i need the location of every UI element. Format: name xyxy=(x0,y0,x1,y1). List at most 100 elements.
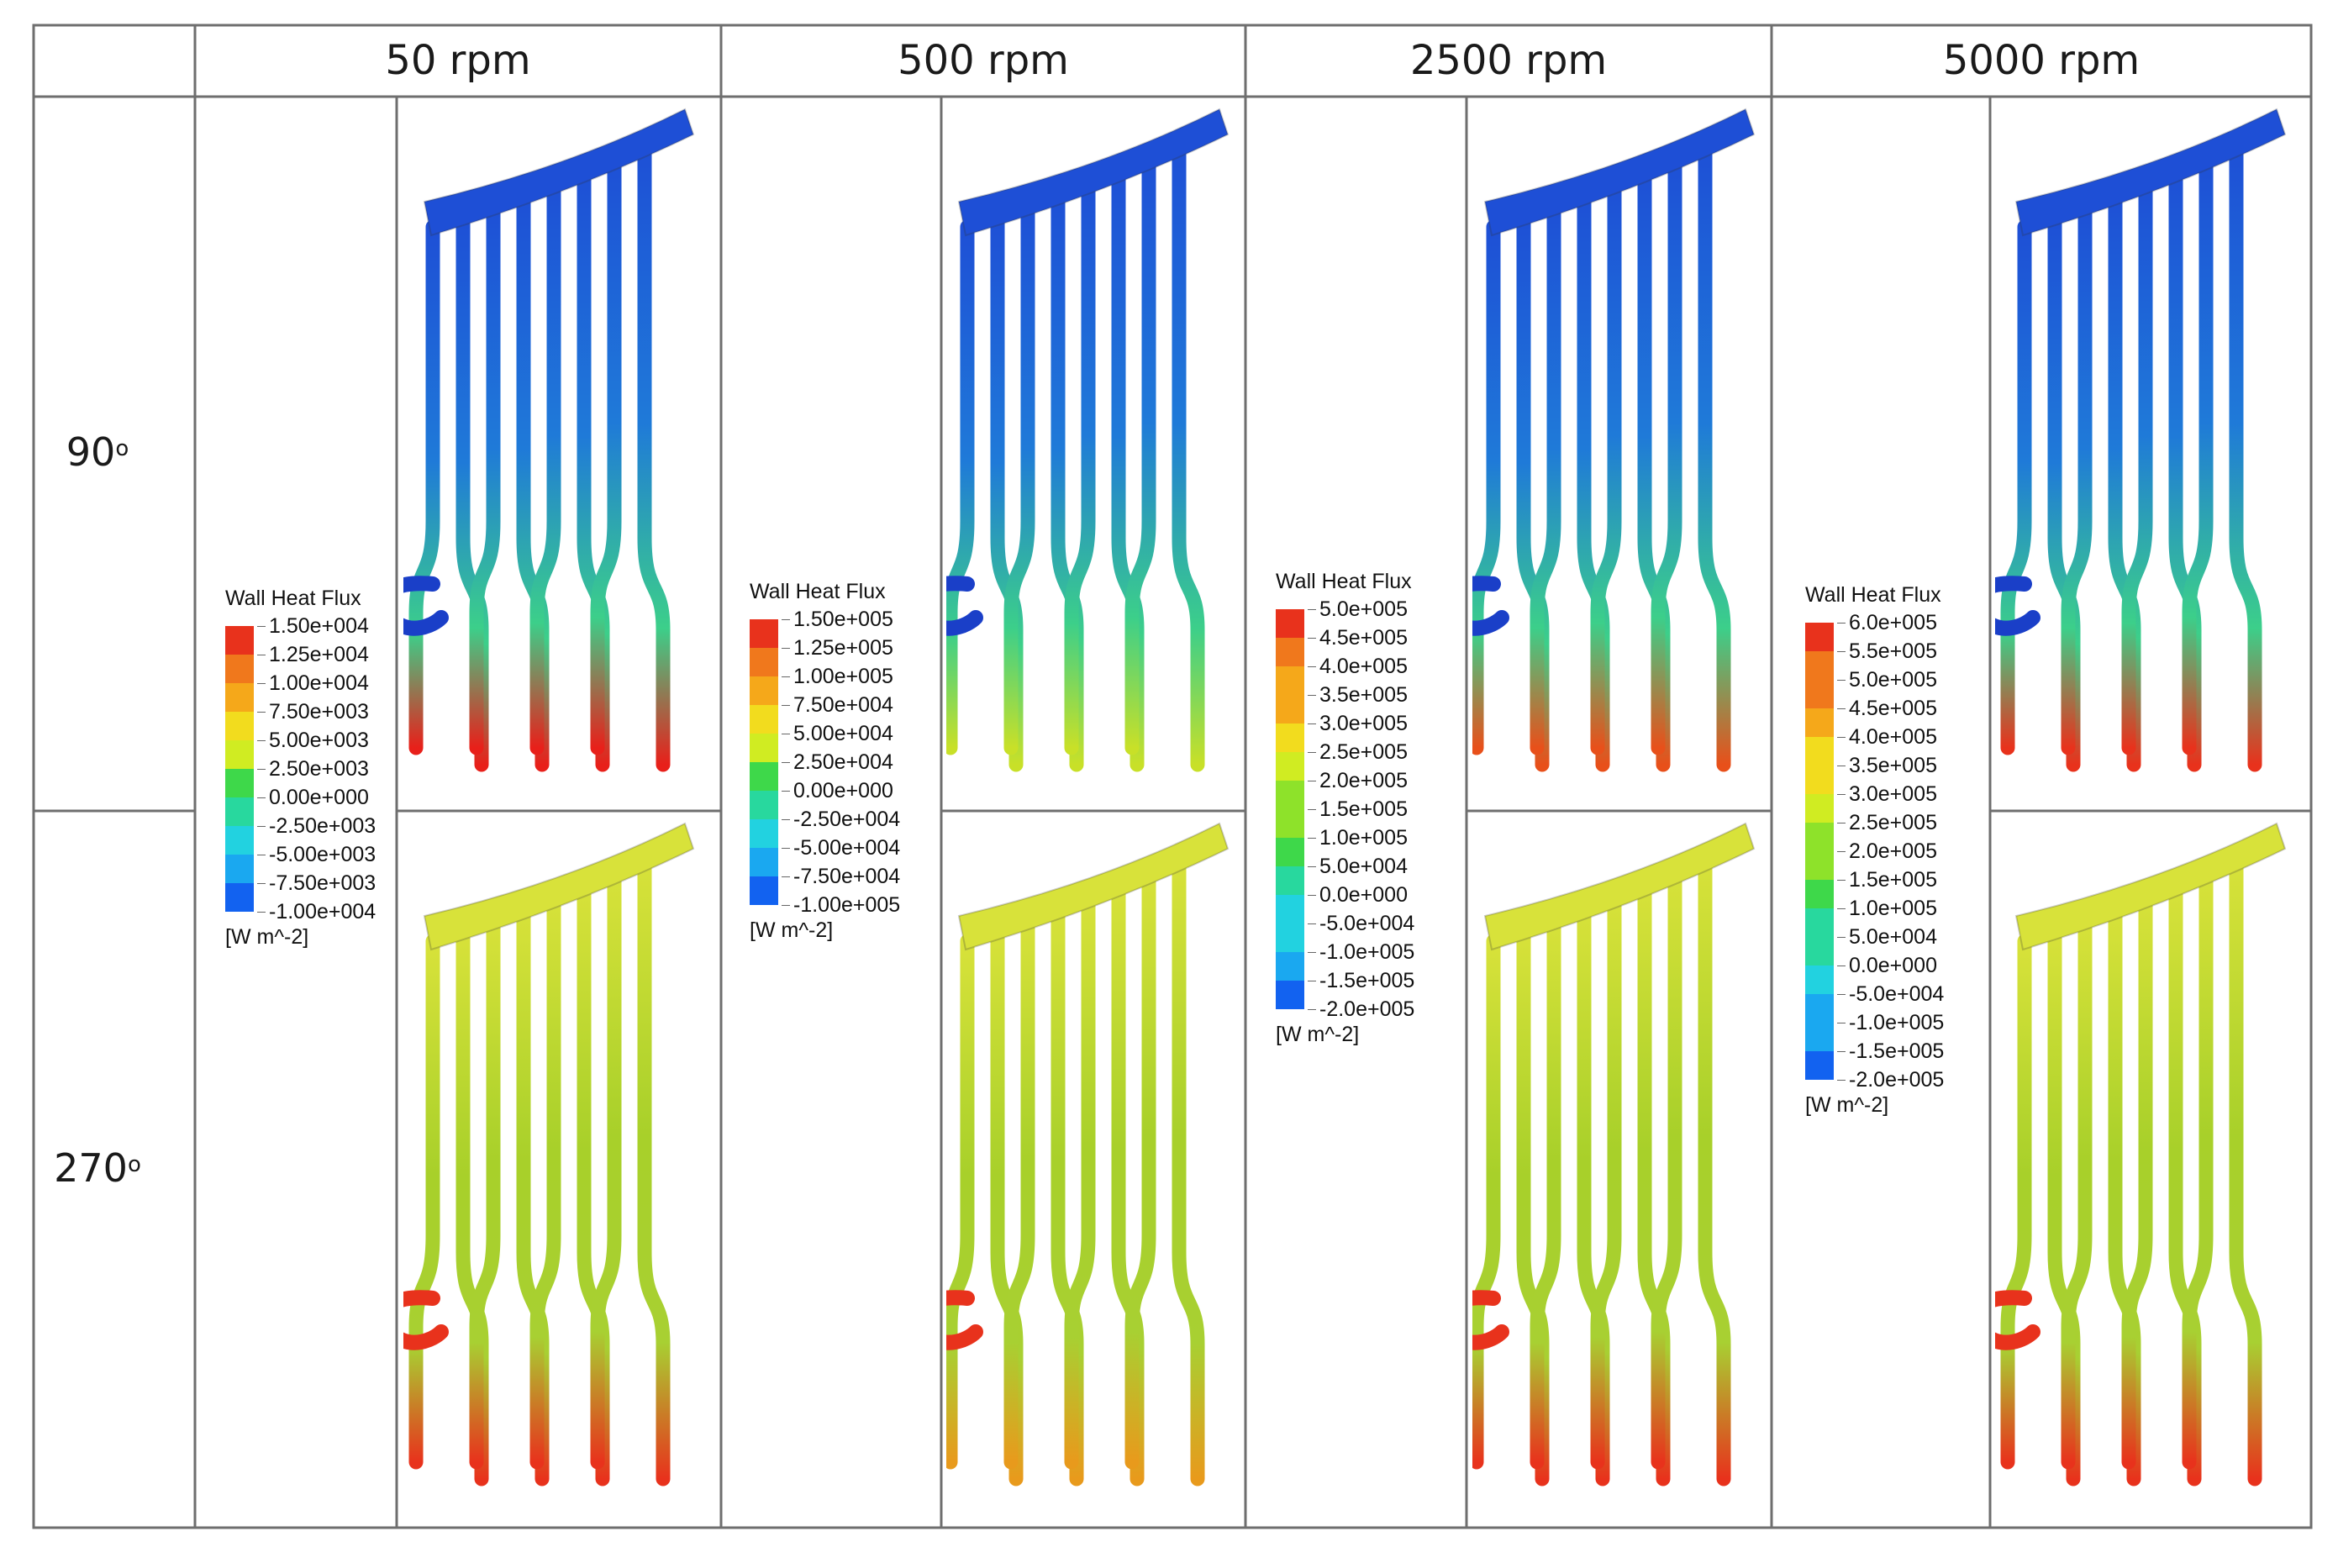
legend-color-band xyxy=(1805,851,1834,880)
inlet-elbow-icon xyxy=(1995,576,2040,636)
legend-tick-label: -5.0e+004 xyxy=(1836,982,1945,1006)
legend-tick-label: -2.50e+003 xyxy=(256,814,377,838)
header-manifold-icon xyxy=(2014,822,2287,951)
tube-icon xyxy=(2000,934,2032,1470)
inlet-elbow-icon xyxy=(1472,1290,1509,1350)
legend-color-band xyxy=(1805,937,1834,966)
legend-tick-label: 2.50e+003 xyxy=(257,757,369,781)
tube-icon xyxy=(1064,172,1096,755)
tube-icon xyxy=(2000,219,2032,755)
legend-color-band xyxy=(750,676,778,705)
legend-tick-label: 1.5e+005 xyxy=(1837,868,1937,892)
legend-tick-label: 0.0e+000 xyxy=(1837,954,1937,977)
legend-tick-label: -1.0e+005 xyxy=(1307,940,1415,964)
legend-tick-label: -1.0e+005 xyxy=(1836,1011,1945,1034)
render-500rpm-270deg xyxy=(946,822,1230,1486)
legend-color-band xyxy=(225,769,254,797)
legend-color-band xyxy=(225,683,254,712)
tube-icon xyxy=(1698,851,1731,1486)
tube-icon xyxy=(529,887,561,1470)
legend-color-band xyxy=(1276,838,1304,866)
legend-tick-label: 0.00e+000 xyxy=(782,779,893,802)
legend-tick-label: -1.00e+004 xyxy=(256,900,377,923)
legend-color-band xyxy=(750,848,778,876)
legend-color-band xyxy=(1805,708,1834,737)
tube-icon xyxy=(946,934,975,1470)
legend-color-band xyxy=(1805,623,1834,651)
legend-color-band xyxy=(1276,952,1304,981)
tube-icon xyxy=(2061,910,2093,1470)
tube-icon xyxy=(1472,934,1501,1470)
tube-icon xyxy=(2182,863,2214,1470)
render-50rpm-270deg xyxy=(403,822,695,1486)
legend-5000rpm: Wall Heat Flux 6.0e+005 5.5e+005 5.0e+005 4.… xyxy=(1805,583,1945,1117)
legend-color-band xyxy=(750,819,778,848)
legend-tick-label: 1.0e+005 xyxy=(1308,826,1408,850)
legend-color-band xyxy=(1276,895,1304,923)
legend-title: Wall Heat Flux xyxy=(750,580,886,603)
tube-icon xyxy=(2121,172,2153,755)
legend-tick-label: 0.0e+000 xyxy=(1308,883,1408,907)
legend-tick-label: 3.5e+005 xyxy=(1308,683,1408,707)
legend-tick-label: 5.5e+005 xyxy=(1837,639,1937,663)
legend-tick-label: 5.0e+005 xyxy=(1837,668,1937,692)
tube-icon xyxy=(469,910,501,1470)
tube-icon xyxy=(1530,910,1561,1470)
tube-icon xyxy=(637,137,671,772)
tube-icon xyxy=(408,934,440,1470)
tube-icon xyxy=(1064,887,1096,1470)
legend-unit: [W m^-2] xyxy=(1805,1093,1889,1117)
legend-color-band xyxy=(1805,994,1834,1023)
tube-icon xyxy=(1472,219,1501,755)
legend-tick-label: 4.0e+005 xyxy=(1837,725,1937,749)
render-2500rpm-90deg xyxy=(1472,108,1756,772)
legend-500rpm: Wall Heat Flux 1.50e+005 1.25e+005 1.00e+00… xyxy=(750,580,900,942)
row-angle-value: 270 xyxy=(54,1145,128,1191)
legend-tick-label: 4.5e+005 xyxy=(1837,697,1937,720)
column-header-500rpm: 500 rpm xyxy=(898,37,1069,84)
legend-color-band xyxy=(750,619,778,648)
legend-tick-label: 5.00e+004 xyxy=(782,722,893,745)
legend-2500rpm: Wall Heat Flux 5.0e+005 4.5e+005 4.0e+005 3.… xyxy=(1276,570,1415,1046)
tube-icon xyxy=(946,219,975,755)
legend-tick-label: 7.50e+004 xyxy=(782,693,893,717)
legend-tick-label: 2.5e+005 xyxy=(1837,811,1937,834)
legend-color-band xyxy=(225,712,254,740)
legend-color-band xyxy=(1805,651,1834,680)
legend-color-band xyxy=(1805,880,1834,908)
inlet-elbow-icon xyxy=(403,1290,449,1350)
legend-color-band xyxy=(750,791,778,819)
legend-color-band xyxy=(1276,752,1304,781)
legend-tick-label: -1.00e+005 xyxy=(781,893,901,917)
legend-color-band xyxy=(225,883,254,912)
tube-icon xyxy=(590,149,622,755)
legend-color-band xyxy=(225,740,254,769)
legend-color-band xyxy=(1805,823,1834,851)
render-5000rpm-270deg xyxy=(1995,822,2287,1486)
legend-color-band xyxy=(1276,609,1304,638)
legend-tick-label: 4.0e+005 xyxy=(1308,655,1408,678)
row-label-90: 90o xyxy=(0,429,195,476)
legend-colorbar xyxy=(1276,609,1304,1009)
legend-tick-label: 1.25e+005 xyxy=(782,636,893,660)
tube-icon xyxy=(2229,851,2262,1486)
tube-icon xyxy=(1003,196,1035,755)
legend-color-band xyxy=(1805,737,1834,766)
tube-icon xyxy=(1590,172,1622,755)
legend-tick-label: 3.0e+005 xyxy=(1837,782,1937,806)
legend-color-band xyxy=(1276,695,1304,723)
legend-title: Wall Heat Flux xyxy=(225,587,361,610)
legend-color-band xyxy=(1805,966,1834,994)
row-label-270: 270o xyxy=(0,1144,195,1192)
legend-tick-label: 5.0e+004 xyxy=(1308,855,1408,878)
legend-color-band xyxy=(1276,723,1304,752)
column-header-50rpm: 50 rpm xyxy=(385,37,531,84)
legend-tick-label: 3.5e+005 xyxy=(1837,754,1937,777)
legend-tick-label: 0.00e+000 xyxy=(257,786,369,809)
tube-icon xyxy=(408,219,440,755)
legend-color-band xyxy=(1276,981,1304,1009)
legend-tick-label: -7.50e+004 xyxy=(781,865,901,888)
legend-tick-label: 2.5e+005 xyxy=(1308,740,1408,764)
tube-icon xyxy=(1172,137,1205,772)
legend-colorbar xyxy=(750,619,778,905)
